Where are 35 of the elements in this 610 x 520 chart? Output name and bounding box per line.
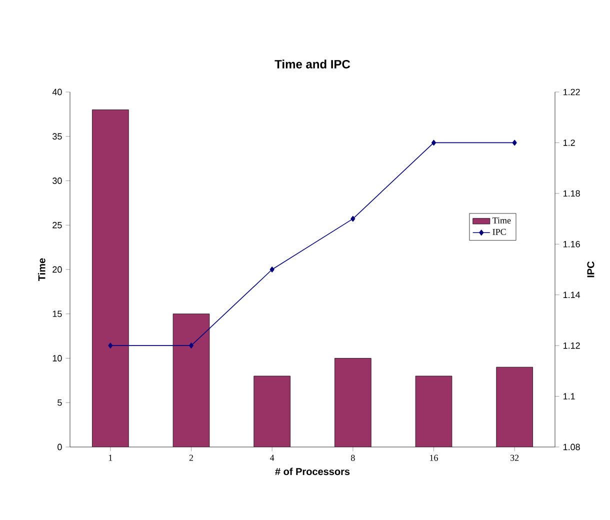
y-tick-label: 30	[52, 178, 62, 184]
x-tick-label: 2	[189, 454, 193, 461]
y2-axis-title: IPC	[587, 261, 594, 278]
y2-tick-label: 1.2	[563, 140, 575, 146]
y-tick-label: 0	[58, 444, 62, 450]
y-tick-label: 40	[52, 88, 62, 96]
y-axis-title: Time	[38, 258, 46, 281]
x-tick-label: 16	[430, 454, 438, 461]
point	[270, 266, 274, 272]
point	[108, 342, 113, 348]
legend-label: Time	[492, 217, 511, 224]
y-tick-label: 5	[58, 399, 62, 406]
y2-tick-label: 1.14	[563, 292, 580, 298]
point	[188, 342, 194, 348]
chart-title: Time and IPC	[274, 60, 350, 68]
y2-tick-label: 1.18	[563, 190, 580, 197]
x-tick-label: 4	[270, 454, 274, 461]
legend-label: IPC	[492, 228, 506, 235]
y2-tick-label: 1.12	[563, 342, 580, 349]
y2-tick-label: 1.16	[563, 240, 580, 248]
y-tick-label: 25	[52, 222, 62, 228]
x-axis-title: # of Processors	[275, 468, 350, 476]
y2-tick-label: 1.1	[563, 393, 575, 400]
point	[431, 140, 436, 146]
y-tick-label: 35	[52, 133, 62, 140]
point	[512, 140, 517, 146]
y-tick-label: 20	[52, 266, 62, 273]
y-tick-label: 15	[52, 310, 62, 318]
x-tick-label: 8	[351, 454, 355, 461]
y2-tick-label: 1.08	[563, 444, 580, 450]
x-tick-label: 1	[108, 454, 112, 461]
y2-tick-label: 1.22	[563, 88, 580, 96]
x-tick-label: 32	[510, 454, 519, 461]
y-tick-label: 10	[52, 355, 62, 362]
point	[350, 216, 356, 222]
